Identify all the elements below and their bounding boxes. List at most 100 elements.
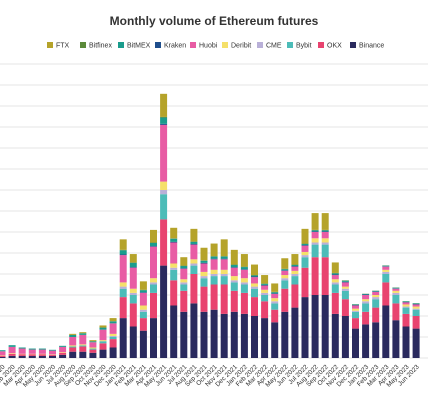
bar-segment [150, 242, 157, 247]
bar-segment [200, 263, 208, 272]
bar-segment [412, 304, 420, 307]
bar-segment [341, 286, 349, 289]
bar-segment [119, 254, 127, 256]
bar-segment [402, 306, 410, 308]
bar-segment [89, 349, 97, 353]
bar-segment [281, 258, 289, 269]
bar-segment [240, 269, 248, 279]
bar-segment [372, 290, 380, 292]
bar-segment [79, 346, 87, 352]
bar-segment [261, 289, 269, 293]
bar-segment [230, 264, 238, 268]
bar-segment [382, 266, 390, 270]
bar-segment [271, 301, 279, 304]
bar-segment [261, 295, 269, 302]
bar-segment [271, 292, 279, 294]
bar-segment [220, 239, 228, 257]
legend-swatch [350, 42, 356, 48]
bar-segment [321, 232, 329, 239]
bar-segment [372, 291, 380, 295]
bar-segment [89, 347, 97, 349]
bar-segment [251, 316, 258, 358]
bar-segment [190, 263, 198, 266]
bar-segment [362, 293, 370, 295]
bar-segment [109, 323, 117, 334]
bar-segment [301, 245, 309, 246]
bar-segment [311, 295, 319, 358]
bar-segment [170, 280, 178, 306]
bar-segment [139, 281, 147, 290]
bar-segment [291, 307, 299, 358]
bar-segment [170, 227, 178, 239]
bar-segment [372, 295, 380, 298]
bar-segment [129, 262, 137, 268]
bar-segment [160, 194, 168, 220]
bar-segment [331, 262, 339, 273]
bar-segment [160, 117, 168, 124]
bar-segment [321, 230, 329, 232]
bar-segment [271, 309, 279, 323]
bar-segment [150, 278, 157, 283]
bar-segment [331, 279, 339, 283]
bar-segment [271, 322, 279, 358]
bar-segment [170, 263, 178, 268]
bar-segment [119, 318, 127, 358]
bar-segment [230, 280, 238, 283]
bar-segment [190, 265, 198, 274]
bar-segment [69, 337, 77, 346]
bar-segment [352, 304, 359, 306]
bar-segment [69, 346, 77, 348]
bar-segment [109, 335, 117, 337]
bar-segment [210, 276, 218, 285]
bar-segment [331, 284, 339, 293]
bar-segment [119, 255, 127, 283]
bar-segment [261, 285, 269, 290]
bar-segment [311, 213, 319, 230]
bar-segment [251, 283, 258, 287]
bar-segment [331, 282, 339, 285]
bar-segment [220, 269, 228, 274]
bar-segment [220, 256, 228, 259]
bar-segment [392, 290, 400, 293]
bar-segment [412, 316, 420, 329]
bar-segment [79, 332, 87, 334]
bar-segment [372, 299, 380, 308]
bar-segment [321, 295, 329, 358]
bar-segment [89, 340, 97, 342]
legend-swatch [47, 42, 53, 48]
bar-segment [301, 228, 309, 244]
bar-segment [271, 293, 279, 299]
bar-segment [402, 313, 410, 327]
bar-segment [38, 348, 46, 350]
bar-segment [139, 305, 147, 310]
bar-segment [190, 244, 198, 260]
bar-segment [139, 309, 147, 312]
bar-segment [402, 326, 410, 358]
bar-segment [281, 270, 289, 271]
bar-segment [251, 297, 258, 316]
bar-segment [251, 275, 258, 277]
bar-segment [311, 231, 319, 232]
bar-segment [200, 286, 208, 312]
bar-segment [311, 244, 319, 258]
bar-segment [362, 311, 370, 325]
legend-swatch [118, 42, 124, 48]
bar-segment [321, 242, 329, 245]
bar-segment [200, 262, 208, 264]
bar-segment [291, 254, 299, 265]
bar-segment [79, 345, 87, 347]
legend-swatch [318, 42, 324, 48]
bar-segment [240, 292, 248, 314]
bar-segment [402, 302, 410, 305]
bar-segment [119, 250, 127, 255]
bar-segment [109, 318, 117, 322]
legend-label: Huobi [199, 42, 218, 49]
bar-segment [261, 284, 269, 286]
bar-segment [382, 282, 390, 306]
bar-segment [28, 355, 36, 358]
bar-segment [412, 328, 420, 358]
bar-segment [190, 243, 198, 245]
bar-segment [301, 255, 309, 258]
bar-segment [311, 257, 319, 295]
bar-segment [170, 242, 178, 264]
